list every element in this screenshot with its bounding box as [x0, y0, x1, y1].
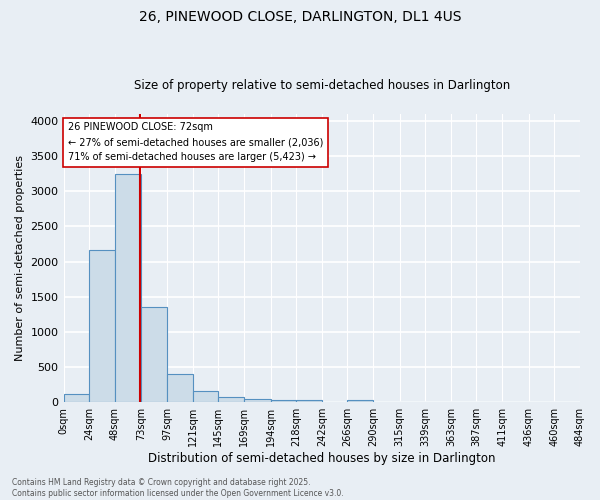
X-axis label: Distribution of semi-detached houses by size in Darlington: Distribution of semi-detached houses by … [148, 452, 496, 465]
Text: Contains HM Land Registry data © Crown copyright and database right 2025.
Contai: Contains HM Land Registry data © Crown c… [12, 478, 344, 498]
Bar [218, 396, 244, 402]
Bar [167, 374, 193, 402]
Bar [89, 250, 115, 402]
Bar [193, 391, 218, 402]
Y-axis label: Number of semi-detached properties: Number of semi-detached properties [15, 155, 25, 361]
Bar [64, 394, 89, 402]
Bar [115, 174, 142, 402]
Bar [142, 308, 167, 402]
Text: 26 PINEWOOD CLOSE: 72sqm
← 27% of semi-detached houses are smaller (2,036)
71% o: 26 PINEWOOD CLOSE: 72sqm ← 27% of semi-d… [68, 122, 323, 162]
Title: Size of property relative to semi-detached houses in Darlington: Size of property relative to semi-detach… [134, 79, 510, 92]
Text: 26, PINEWOOD CLOSE, DARLINGTON, DL1 4US: 26, PINEWOOD CLOSE, DARLINGTON, DL1 4US [139, 10, 461, 24]
Bar [271, 400, 296, 402]
Bar [347, 400, 373, 402]
Bar [296, 400, 322, 402]
Bar [244, 398, 271, 402]
